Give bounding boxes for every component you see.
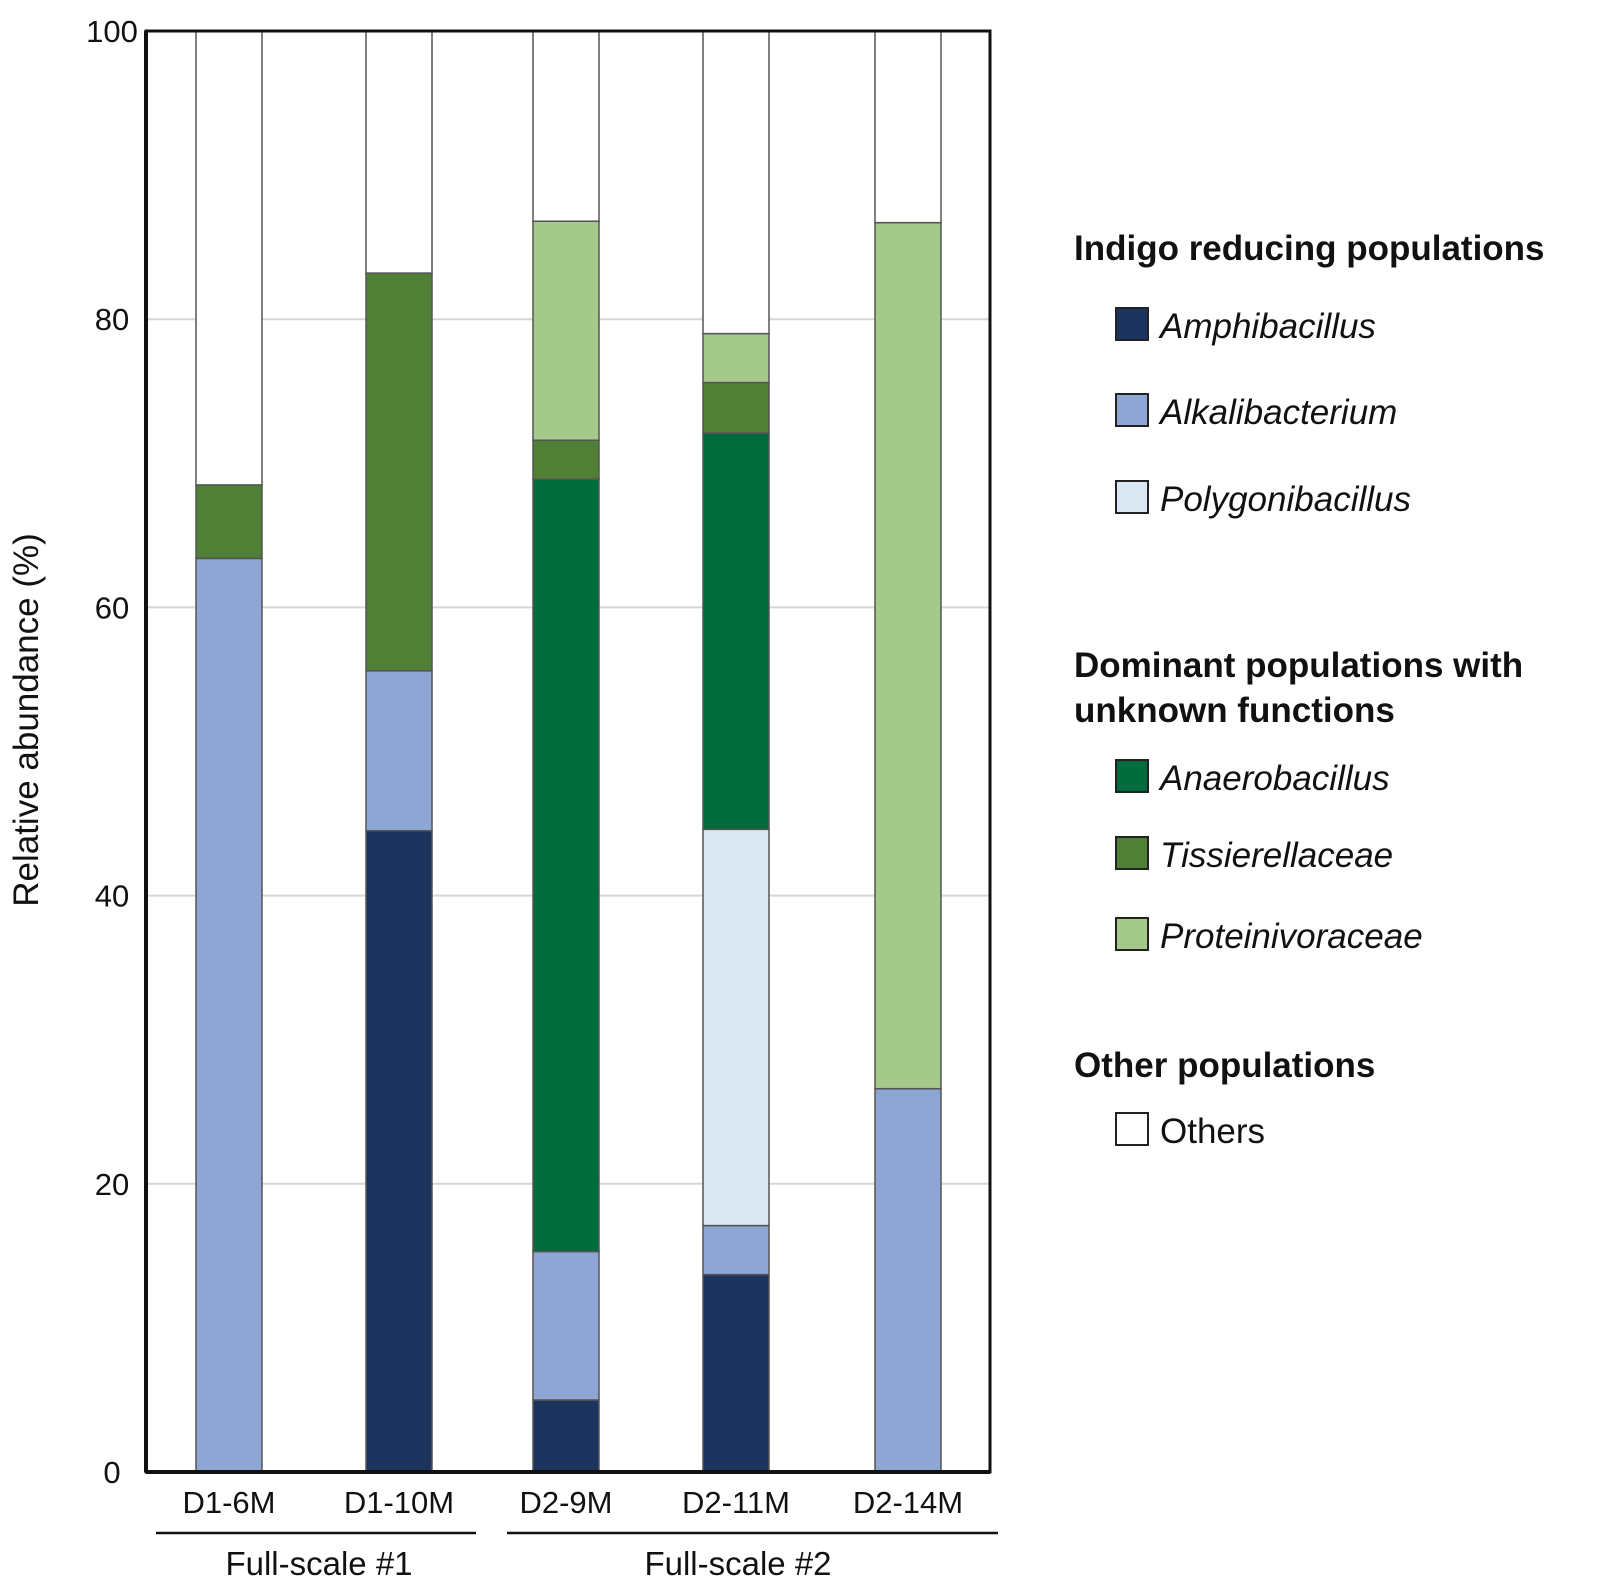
bar-segment-d1-10m-others [365,30,433,274]
legend-heading-2-line-1: Dominant populations with [1074,646,1523,685]
legend-item-amphibacillus: Amphibacillus [1115,307,1376,346]
legend-swatch-polygonibacillus [1115,480,1149,514]
bar-segment-d2-11m-others [702,30,770,335]
legend-swatch-proteinivoraceae [1115,917,1149,951]
bar-segment-d1-6m-others [195,30,263,486]
bar-segment-d2-11m-tissierellaceae [702,381,770,434]
bar-segment-d2-11m-alkalibacterium [702,1224,770,1276]
legend-label-others: Others [1160,1112,1265,1151]
bar-segment-d1-10m-tissierellaceae [365,272,433,672]
category-groups: Full-scale #1 Full-scale #2 [156,1531,998,1582]
y-axis-ticks: 0 20 40 60 80 100 [86,14,138,1490]
x-tick-label-d1-10m: D1-10M [344,1485,454,1520]
legend-item-tissierellaceae: Tissierellaceae [1115,836,1393,875]
legend-item-alkalibacterium: Alkalibacterium [1115,393,1397,432]
bar-segment-d1-6m-alkalibacterium [195,557,263,1473]
bar-segment-d2-9m-tissierellaceae [532,439,600,480]
bar-segment-d2-11m-polygonibacillus [702,828,770,1227]
legend: Indigo reducing populations Amphibacillus… [1074,229,1545,1151]
legend-label-alkalibacterium: Alkalibacterium [1158,393,1397,432]
x-tick-label-d1-6m: D1-6M [182,1485,275,1520]
x-tick-label-d2-11m: D2-11M [682,1485,790,1520]
bar-segment-d2-9m-proteinivoraceae [532,220,600,441]
legend-label-amphibacillus: Amphibacillus [1158,307,1376,346]
y-tick-label-80: 80 [95,302,129,337]
bars [195,30,942,1473]
legend-item-proteinivoraceae: Proteinivoraceae [1115,917,1423,956]
legend-section-3: Other populations Others [1074,1046,1375,1151]
legend-heading-1-line-1: Indigo reducing populations [1074,229,1545,268]
bar-d1-10m [365,30,433,1473]
legend-swatch-alkalibacterium [1115,393,1149,427]
y-tick-label-60: 60 [95,590,129,625]
bar-segment-d2-14m-proteinivoraceae [874,221,942,1090]
legend-item-polygonibacillus: Polygonibacillus [1115,480,1411,519]
bar-segment-d2-9m-anaerobacillus [532,478,600,1253]
bar-segment-d1-10m-alkalibacterium [365,670,433,832]
legend-item-anaerobacillus: Anaerobacillus [1115,759,1390,798]
bar-segment-d2-14m-alkalibacterium [874,1087,942,1473]
bar-d2-14m [874,30,942,1473]
legend-swatch-others [1115,1112,1149,1146]
bar-segment-d2-11m-proteinivoraceae [702,332,770,384]
legend-label-anaerobacillus: Anaerobacillus [1158,759,1390,798]
group-label-full-scale-1: Full-scale #1 [225,1545,412,1582]
bar-segment-d2-9m-others [532,30,600,222]
legend-item-others: Others [1115,1112,1265,1151]
legend-swatch-anaerobacillus [1115,759,1149,793]
bar-segment-d2-11m-anaerobacillus [702,432,770,831]
axes [144,29,992,1474]
x-axis-ticks: D1-6M D1-10M D2-9M D2-11M D2-14M [182,1485,963,1520]
bar-d2-11m [702,30,770,1473]
y-tick-label-0: 0 [103,1455,120,1490]
y-axis-title: Relative abundance (%) [7,533,46,907]
bar-segment-d2-9m-alkalibacterium [532,1250,600,1401]
legend-label-tissierellaceae: Tissierellaceae [1160,836,1393,875]
legend-heading-2-line-2: unknown functions [1074,691,1395,730]
bar-segment-d2-11m-amphibacillus [702,1273,770,1473]
legend-section-1: Indigo reducing populations Amphibacillus… [1074,229,1545,519]
bar-segment-d1-6m-tissierellaceae [195,484,263,560]
x-tick-label-d2-9m: D2-9M [519,1485,612,1520]
group-label-full-scale-2: Full-scale #2 [644,1545,831,1582]
legend-label-proteinivoraceae: Proteinivoraceae [1160,917,1423,956]
legend-label-polygonibacillus: Polygonibacillus [1160,480,1411,519]
legend-heading-3-line-1: Other populations [1074,1046,1375,1085]
y-tick-label-20: 20 [95,1167,129,1202]
legend-swatch-amphibacillus [1115,307,1149,341]
legend-swatch-tissierellaceae [1115,836,1149,870]
x-tick-label-d2-14m: D2-14M [853,1485,963,1520]
bar-segment-d1-10m-amphibacillus [365,830,433,1473]
bar-d1-6m [195,30,263,1473]
y-tick-label-100: 100 [86,14,138,49]
bar-segment-d2-9m-amphibacillus [532,1399,600,1473]
bar-segment-d2-14m-others [874,30,942,224]
bar-d2-9m [532,30,600,1473]
y-tick-label-40: 40 [95,879,129,914]
legend-section-2: Dominant populations with unknown functio… [1074,646,1523,956]
